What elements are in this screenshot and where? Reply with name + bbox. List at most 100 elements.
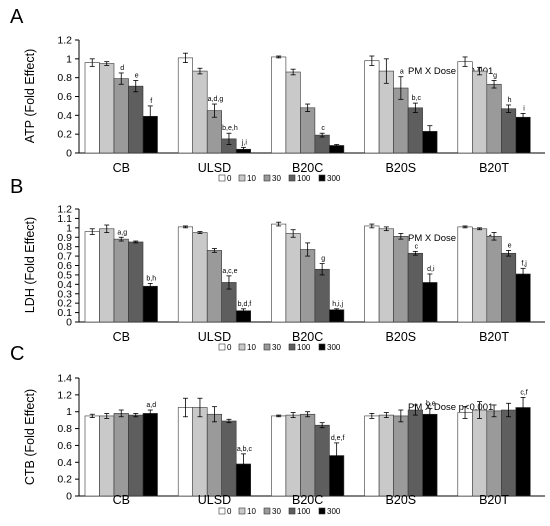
bar-ulsd-dose-10 <box>192 232 208 323</box>
bar-ulsd-dose-10 <box>192 70 208 154</box>
bar-b20t-dose-0 <box>457 412 473 497</box>
bar-cb-dose-0 <box>84 62 100 154</box>
y-tick-label: 1.1 <box>57 213 72 225</box>
y-tick-label: 0 <box>66 491 72 503</box>
bar-ulsd-dose-10 <box>192 407 208 497</box>
significance-label: d,i <box>427 266 435 273</box>
category-label: B20S <box>386 493 417 507</box>
legend-swatch <box>238 507 246 515</box>
bar-b20t-dose-10 <box>471 70 488 154</box>
y-tick-label: 0.6 <box>57 260 72 272</box>
legend-swatch <box>238 174 246 182</box>
bar-b20t-dose-100 <box>500 108 517 154</box>
panel-letter: A <box>10 6 24 28</box>
significance-label: j,i <box>241 139 248 146</box>
legend-label: 10 <box>247 343 256 352</box>
y-axis-label: LDH (Fold Effect) <box>23 217 37 313</box>
bar-b20c-dose-30 <box>300 249 316 323</box>
bar-b20c-dose-300 <box>329 309 345 323</box>
y-tick-label: 1 <box>66 53 72 65</box>
bar-b20c-dose-10 <box>285 414 301 497</box>
significance-label: d,e,f <box>331 435 345 442</box>
significance-label: h,i,j <box>332 301 343 308</box>
bar-b20c-dose-100 <box>314 268 330 323</box>
significance-label: d <box>120 65 124 72</box>
bar-b20t-dose-0 <box>457 61 473 154</box>
category-label: B20T <box>479 493 509 507</box>
legend-label: 10 <box>247 174 256 183</box>
significance-label: a,d <box>146 402 156 409</box>
legend-label: 10 <box>247 507 256 516</box>
significance-label: c <box>321 125 325 132</box>
significance-label: f <box>150 98 152 105</box>
y-tick-label: 0.9 <box>57 232 72 244</box>
y-tick-label: 1 <box>66 222 72 234</box>
legend-swatch <box>263 507 271 515</box>
bar-b20t-dose-100 <box>500 409 517 497</box>
bar-b20s-dose-30 <box>393 236 409 323</box>
bar-cb-dose-100 <box>128 85 144 154</box>
significance-label: g <box>493 72 497 79</box>
significance-label: c,f <box>520 389 527 396</box>
legend-swatch <box>218 343 226 351</box>
legend-label: 0 <box>227 174 232 183</box>
bar-b20s-dose-10 <box>378 414 394 497</box>
y-tick-label: 0 <box>66 317 72 329</box>
bar-cb-dose-10 <box>99 228 115 323</box>
chart-panel-c: C 0 0.2 0.4 0.6 0.8 1 1.2 1.4 CTB (Fold Effect) PM… <box>10 343 545 516</box>
y-tick-label: 0.2 <box>57 474 72 486</box>
legend-label: 0 <box>227 507 232 516</box>
bar-ulsd-dose-100 <box>221 420 237 497</box>
bar-cb-dose-100 <box>128 414 144 497</box>
bar-b20s-dose-30 <box>393 415 409 497</box>
bar-b20s-dose-10 <box>378 228 394 323</box>
legend-label: 300 <box>327 343 341 352</box>
y-tick-label: 0.8 <box>57 72 72 84</box>
bar-b20c-dose-100 <box>314 424 330 497</box>
category-label: B20C <box>292 161 323 175</box>
category-label: ULSD <box>198 493 231 507</box>
category-label: B20T <box>479 330 509 344</box>
legend-swatch <box>263 343 271 351</box>
bar-b20t-dose-100 <box>500 252 517 323</box>
bar-cb-dose-10 <box>99 63 115 154</box>
bar-b20t-dose-30 <box>486 410 502 497</box>
y-tick-label: 1.2 <box>57 204 72 216</box>
y-tick-label: 0 <box>66 148 72 160</box>
y-tick-label: 0.5 <box>57 269 72 281</box>
significance-label: e <box>135 72 139 79</box>
legend-swatch <box>318 174 326 182</box>
bar-cb-dose-0 <box>84 231 100 323</box>
y-axis-label: CTB (Fold Effect) <box>23 389 37 485</box>
category-label: ULSD <box>198 330 231 344</box>
significance-label: b,h <box>146 275 156 282</box>
bar-b20s-dose-100 <box>407 409 423 497</box>
legend-label: 300 <box>327 507 341 516</box>
category-label: B20C <box>292 330 323 344</box>
legend: 0 10 30 100 300 <box>218 174 341 183</box>
significance-label: a <box>400 69 404 76</box>
legend-swatch <box>218 507 226 515</box>
legend-label: 30 <box>272 507 281 516</box>
bar-b20t-dose-10 <box>471 228 488 323</box>
significance-label: h <box>508 97 512 104</box>
significance-label: a,d,g <box>208 96 224 103</box>
y-tick-label: 0.4 <box>57 279 72 291</box>
y-tick-label: 0.6 <box>57 91 72 103</box>
legend-label: 0 <box>227 343 232 352</box>
legend-swatch <box>318 343 326 351</box>
bar-b20t-dose-30 <box>486 83 502 154</box>
category-label: B20T <box>479 161 509 175</box>
bar-b20s-dose-300 <box>422 413 438 497</box>
legend: 0 10 30 100 300 <box>218 507 341 516</box>
significance-label: b,c <box>412 95 422 102</box>
bar-b20c-dose-0 <box>271 56 287 154</box>
category-label: CB <box>113 161 130 175</box>
legend-label: 30 <box>272 343 281 352</box>
y-tick-label: 0.4 <box>57 110 72 122</box>
bar-b20c-dose-0 <box>271 415 287 497</box>
bar-b20s-dose-100 <box>407 107 423 154</box>
category-label: CB <box>113 330 130 344</box>
y-tick-label: 0.6 <box>57 440 72 452</box>
